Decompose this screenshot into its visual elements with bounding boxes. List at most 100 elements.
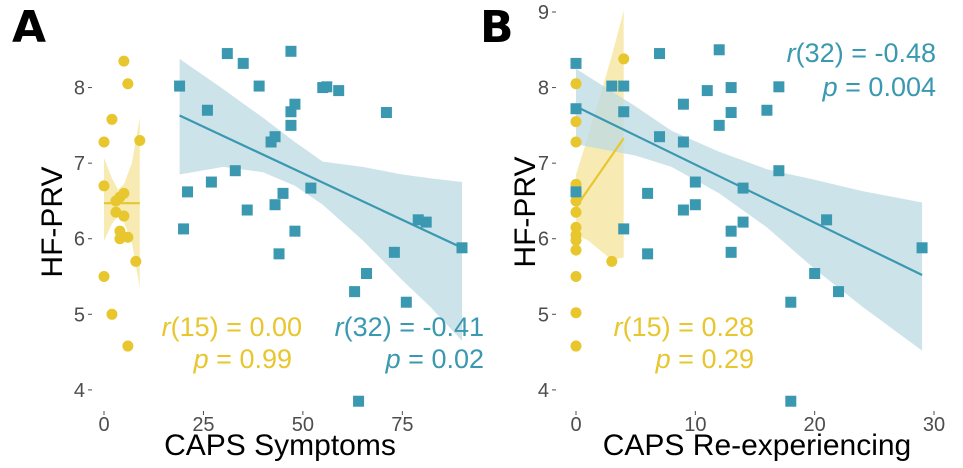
- panel-a-x-tick-label: 0: [98, 414, 109, 436]
- panel-b-yellow-point: [570, 136, 582, 148]
- panel-b-yellow-p-stat: p = 0.29: [655, 344, 754, 374]
- panel-a-yellow-point: [122, 340, 134, 352]
- panel-b-teal-p-symbol: p: [822, 72, 838, 102]
- panel-a-yellow-point: [118, 55, 130, 67]
- panel-b-label: B: [480, 2, 514, 53]
- panel-a-teal-point: [229, 165, 241, 177]
- panel-a-y-tick-label: 4: [74, 380, 85, 402]
- panel-b-yellow-point: [570, 307, 582, 319]
- panel-a-yellow-point: [98, 180, 110, 192]
- panel-a-teal-point: [380, 107, 392, 119]
- panel-b-y-tick-label: 7: [538, 153, 549, 175]
- panel-a-teal-point: [253, 80, 265, 92]
- panel-b-teal-point: [725, 82, 737, 94]
- panel-b-teal-point: [737, 182, 749, 194]
- panel-b-x-tick-label: 10: [684, 414, 706, 436]
- panel-a-y-tick-label: 5: [74, 304, 85, 326]
- panel-b-teal-fit-line: [575, 105, 923, 276]
- panel-b-teal-point: [773, 165, 785, 177]
- panel-b-teal-point: [642, 187, 654, 199]
- panel-b-teal-point: [570, 186, 582, 198]
- panel-b-teal-point: [737, 216, 749, 228]
- panel-b-yellow-r-symbol: r: [614, 312, 624, 342]
- panel-b-yellow-point: [570, 195, 582, 207]
- panel-a-yellow-point: [118, 210, 130, 222]
- panel-a-yellow-point: [114, 225, 126, 237]
- panel-a-teal-point: [201, 104, 213, 116]
- panel-a-yellow-point: [98, 136, 110, 148]
- panel-a-y-tick-label: 8: [74, 78, 85, 100]
- panel-a-teal-r-stat: r(32) = -0.41: [335, 312, 484, 342]
- panel-a-teal-point: [289, 98, 301, 110]
- panel-b-x-tick-label: 0: [570, 414, 581, 436]
- panel-b-teal-point: [618, 106, 630, 118]
- panel-b-yellow-r-value: (15) = 0.28: [623, 312, 754, 342]
- panel-a-x-tick-label: 50: [292, 414, 314, 436]
- panel-a-teal-r-value: (32) = -0.41: [344, 312, 484, 342]
- panel-a-yellow-p-stat: p = 0.99: [193, 344, 292, 374]
- panel-a-teal-point: [221, 48, 233, 60]
- panel-b-teal-point: [570, 57, 582, 69]
- panel-a-teal-point: [456, 242, 468, 254]
- panel-b-x-ticks: 0 10 20 30: [570, 411, 945, 436]
- panel-b-teal-point: [809, 267, 821, 279]
- panel-a-fit-lines: [104, 114, 463, 249]
- panel-b: B 4 5 6 7 8 9 0 10 20 30 HF-PRV CAPS Re-experien…: [480, 2, 945, 462]
- panel-a-yellow-point: [106, 113, 118, 125]
- panel-a-teal-confidence-band: [179, 58, 462, 341]
- panel-b-yellow-p-value: = 0.29: [671, 344, 754, 374]
- panel-b-y-tick-label: 5: [538, 304, 549, 326]
- panel-a-teal-point: [400, 296, 412, 308]
- panel-b-teal-point: [654, 131, 666, 143]
- panel-a-x-axis-title: CAPS Symptoms: [164, 429, 396, 462]
- panel-b-teal-point: [606, 80, 618, 92]
- panel-b-teal-r-symbol: r: [787, 38, 797, 68]
- panel-a-y-tick-label: 7: [74, 153, 85, 175]
- panel-b-teal-p-stat: p = 0.004: [822, 72, 936, 102]
- panel-b-y-ticks: 4 5 6 7 8 9: [538, 2, 556, 402]
- panel-a-yellow-r-value: (15) = 0.00: [171, 312, 302, 342]
- panel-b-x-tick-label: 30: [923, 414, 945, 436]
- panel-a-teal-fit-line: [179, 114, 463, 249]
- panel-b-yellow-point: [570, 221, 582, 233]
- panel-a-teal-p-symbol: p: [385, 344, 401, 374]
- panel-a-teal-point: [420, 216, 432, 228]
- panel-a-teal-point: [349, 286, 361, 298]
- panel-b-yellow-point: [570, 116, 582, 128]
- panel-b-y-tick-label: 8: [538, 78, 549, 100]
- panel-b-points: [570, 44, 928, 407]
- panel-b-teal-point: [618, 223, 630, 235]
- panel-a-yellow-p-symbol: p: [193, 344, 209, 374]
- panel-a-teal-point: [321, 81, 333, 93]
- panel-b-teal-point: [916, 242, 928, 254]
- panel-a-x-tick-label: 75: [391, 414, 413, 436]
- panel-b-teal-point: [713, 44, 725, 56]
- panel-b-teal-point: [833, 286, 845, 298]
- panel-b-teal-point: [821, 214, 833, 226]
- panel-a-teal-p-stat: p = 0.02: [385, 344, 484, 374]
- panel-a-teal-point: [241, 204, 253, 216]
- panel-b-teal-point: [677, 98, 689, 110]
- panel-a-yellow-point: [118, 187, 130, 199]
- panel-a-teal-p-value: = 0.02: [401, 344, 484, 374]
- panel-a-teal-point: [333, 85, 345, 97]
- panel-a-y-axis-title: HF-PRV: [36, 166, 69, 277]
- panel-b-fit-lines: [575, 105, 923, 276]
- panel-a-y-tick-label: 6: [74, 229, 85, 251]
- panel-b-teal-point: [642, 248, 654, 260]
- panel-a-teal-point: [353, 395, 365, 407]
- panel-a-teal-r-symbol: r: [335, 312, 345, 342]
- panel-b-teal-point: [713, 119, 725, 131]
- panel-b-teal-point: [570, 103, 582, 115]
- panel-b-teal-point: [773, 81, 785, 93]
- panel-a-teal-point: [269, 131, 281, 143]
- panel-a-x-ticks: 0 25 50 75: [98, 411, 413, 436]
- panel-b-y-axis-title: HF-PRV: [509, 156, 542, 267]
- panel-b-yellow-point: [570, 340, 582, 352]
- panel-a-teal-point: [178, 223, 190, 235]
- panel-a-x-tick-label: 25: [192, 414, 214, 436]
- panel-b-teal-point: [654, 48, 666, 60]
- panel-b-y-tick-label: 6: [538, 229, 549, 251]
- panel-b-y-tick-label: 9: [538, 2, 549, 24]
